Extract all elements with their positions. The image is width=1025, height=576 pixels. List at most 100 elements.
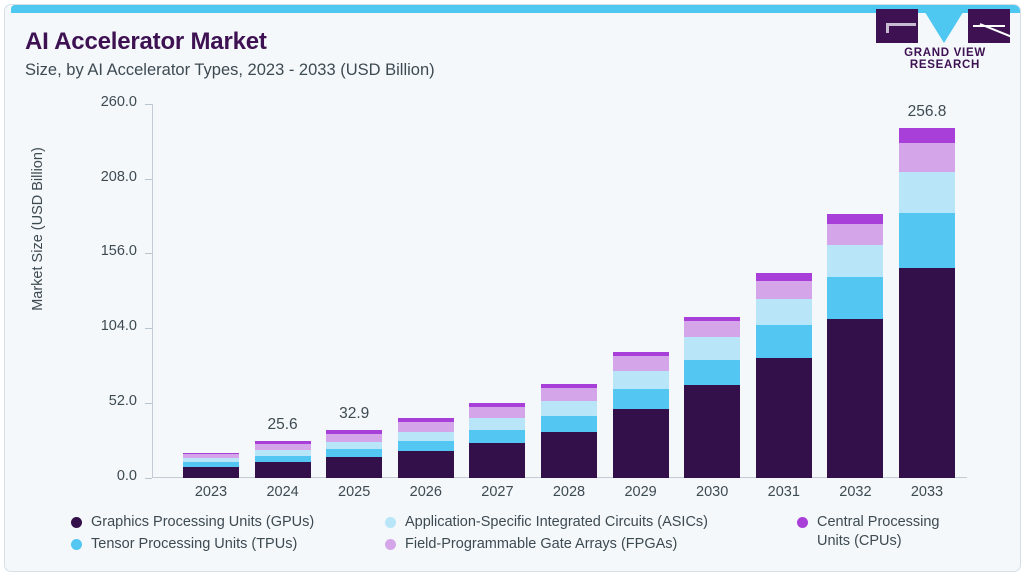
bar-segment[interactable] (469, 443, 526, 478)
bar-segment[interactable] (254, 443, 311, 451)
y-axis-tick-label: 0.0 (116, 467, 137, 484)
bar-segment[interactable] (755, 281, 812, 300)
logo-marks (868, 9, 1018, 43)
bar-segment[interactable] (755, 273, 812, 282)
bar-segment[interactable] (541, 415, 597, 432)
bar-stack[interactable] (612, 352, 669, 478)
y-axis-tick-label: 104.0 (100, 318, 137, 335)
bar-segment[interactable] (899, 172, 955, 214)
bar-segment[interactable] (469, 406, 526, 419)
legend-color-dot-icon (71, 517, 82, 528)
bar-value-label: 256.8 (907, 103, 947, 121)
bar-segment[interactable] (397, 451, 454, 478)
y-axis-tick-mark (145, 253, 152, 255)
bar-stack[interactable] (827, 214, 884, 478)
x-axis-tick-label: 2033 (910, 484, 944, 500)
bar-segment[interactable] (541, 383, 597, 388)
bar-segment[interactable] (899, 268, 955, 478)
bar-segment[interactable] (684, 359, 741, 385)
bar-stack[interactable] (755, 273, 812, 478)
bar-segment[interactable] (541, 431, 597, 478)
bar-segment[interactable] (755, 357, 812, 478)
legend-item[interactable]: Graphics Processing Units (GPUs) (71, 513, 314, 532)
bar-segment[interactable] (183, 462, 239, 468)
bar-segment[interactable] (612, 370, 669, 389)
bar-segment[interactable] (755, 324, 812, 358)
bar-segment[interactable] (684, 316, 741, 322)
bar-segment[interactable] (254, 455, 311, 463)
y-axis-tick-mark (145, 178, 152, 180)
bar-segment[interactable] (684, 337, 741, 360)
bar-segment[interactable] (612, 352, 669, 357)
logo-r-icon (968, 9, 1010, 43)
bar-segment[interactable] (397, 421, 454, 432)
y-axis-title: Market Size (USD Billion) (30, 147, 46, 311)
bar-segment[interactable] (254, 440, 311, 444)
bar-stack[interactable] (541, 383, 597, 478)
x-axis-tick-label: 2025 (338, 484, 371, 500)
bar-segment[interactable] (254, 450, 311, 456)
y-axis-line (152, 104, 153, 478)
logo-text: GRAND VIEW RESEARCH (904, 47, 986, 71)
bar-segment[interactable] (612, 356, 669, 371)
y-axis-tick-label: 52.0 (108, 392, 137, 409)
legend-color-dot-icon (797, 517, 808, 528)
legend-item[interactable]: Application-Specific Integrated Circuits… (385, 513, 708, 532)
bar-segment[interactable] (397, 418, 454, 422)
bar-segment[interactable] (684, 384, 741, 478)
legend-item[interactable]: Tensor Processing Units (TPUs) (71, 535, 297, 554)
bar-segment[interactable] (827, 277, 884, 319)
legend-item[interactable]: Central Processing Units (CPUs) (797, 513, 940, 551)
bar-stack[interactable] (183, 453, 239, 478)
bar-segment[interactable] (899, 213, 955, 269)
bar-segment[interactable] (899, 142, 955, 173)
x-axis-tick-label: 2029 (624, 484, 657, 500)
bar-segment[interactable] (326, 430, 383, 434)
bar-stack[interactable] (326, 430, 383, 478)
bar-segment[interactable] (684, 321, 741, 338)
legend-item[interactable]: Field-Programmable Gate Arrays (FPGAs) (385, 535, 677, 554)
y-axis-tick-mark (145, 402, 152, 404)
bar-segment[interactable] (612, 409, 669, 478)
legend-label: Field-Programmable Gate Arrays (FPGAs) (405, 536, 678, 552)
bar-stack[interactable] (899, 128, 955, 478)
bar-segment[interactable] (755, 299, 812, 325)
chart-legend: Graphics Processing Units (GPUs) Tensor P… (71, 513, 1011, 567)
bar-segment[interactable] (469, 430, 526, 444)
bar-segment[interactable] (326, 449, 383, 458)
bar-segment[interactable] (183, 454, 239, 459)
bar-segment[interactable] (397, 431, 454, 442)
page-title: AI Accelerator Market (25, 28, 267, 55)
bar-segment[interactable] (827, 245, 884, 278)
bar-stack[interactable] (254, 440, 311, 478)
bar-segment[interactable] (183, 453, 239, 455)
x-axis-tick-label: 2023 (194, 484, 228, 500)
bar-stack[interactable] (684, 316, 741, 478)
bar-segment[interactable] (827, 214, 884, 225)
bar-segment[interactable] (183, 467, 239, 478)
bar-segment[interactable] (469, 403, 526, 407)
bar-segment[interactable] (827, 224, 884, 246)
bar-segment[interactable] (183, 458, 239, 463)
bar-segment[interactable] (326, 457, 383, 478)
bar-stack[interactable] (469, 403, 526, 478)
bar-segment[interactable] (469, 418, 526, 431)
bar-segment[interactable] (612, 389, 669, 410)
bar-segment[interactable] (326, 433, 383, 442)
y-axis-tick-label: 260.0 (100, 94, 137, 110)
bar-segment[interactable] (397, 441, 454, 452)
bar-segment[interactable] (326, 441, 383, 450)
bar-segment[interactable] (827, 318, 884, 478)
bar-segment[interactable] (254, 462, 311, 478)
bar-value-label: 25.6 (267, 415, 298, 433)
bar-segment[interactable] (899, 128, 955, 143)
chart-plot-area: Market Size (USD Billion) 0.0 52.0 104.0 15… (5, 5, 1020, 571)
bar-segment[interactable] (541, 401, 597, 416)
x-axis-tick-label: 2032 (839, 484, 872, 500)
bar-segment[interactable] (541, 387, 597, 402)
top-accent-bar (11, 5, 1020, 13)
legend-label: Application-Specific Integrated Circuits… (405, 514, 709, 530)
y-axis-tick-mark (145, 477, 152, 479)
y-axis-tick-mark (145, 104, 152, 105)
bar-stack[interactable] (397, 418, 454, 478)
